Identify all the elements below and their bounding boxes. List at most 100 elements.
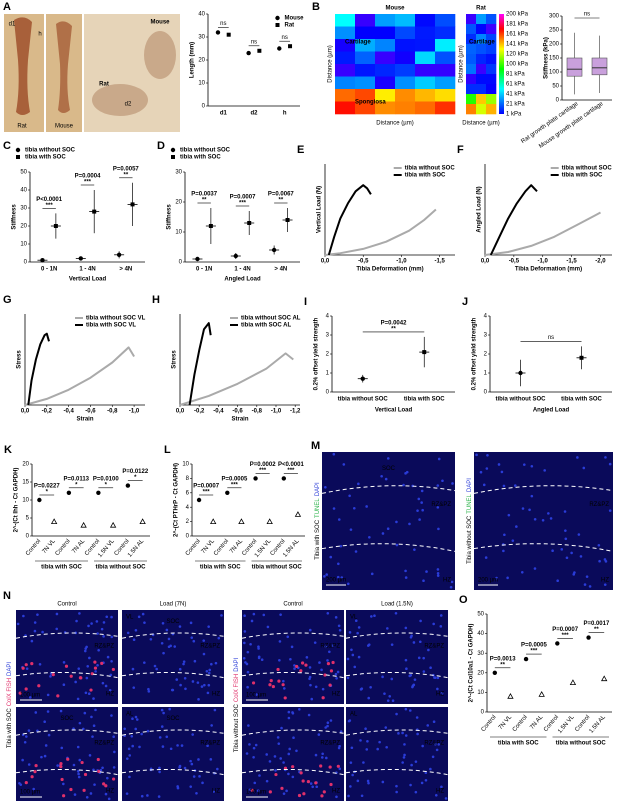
nucleus xyxy=(308,666,312,669)
nucleus xyxy=(486,453,489,457)
nucleus xyxy=(62,683,66,687)
nucleus xyxy=(210,662,213,666)
heatmap-cell xyxy=(435,89,456,102)
nucleus xyxy=(252,612,256,616)
nucleus xyxy=(55,627,59,631)
heatmap-cell xyxy=(355,64,376,77)
panel-label: C xyxy=(3,140,11,152)
zone-boundary xyxy=(15,671,119,679)
nucleus xyxy=(74,680,77,684)
nucleus xyxy=(178,667,182,671)
heatmap-cell xyxy=(476,34,487,45)
nucleus xyxy=(427,648,430,652)
heatmap-cell xyxy=(466,74,477,85)
heatmap-cell xyxy=(466,94,477,105)
nucleus xyxy=(94,708,97,712)
nucleus xyxy=(314,685,318,689)
heatmap-cell xyxy=(476,104,487,115)
nucleus xyxy=(184,687,187,691)
x-tick-label: -0,4 xyxy=(63,409,74,415)
colx-signal xyxy=(321,696,325,700)
nucleus xyxy=(440,785,443,789)
nucleus xyxy=(426,724,430,727)
heatmap-cell xyxy=(415,26,436,40)
y-tick-label: 0 xyxy=(202,104,206,110)
nucleus xyxy=(346,582,350,586)
heatmap-cell xyxy=(335,51,356,65)
heatmap-cell xyxy=(415,76,436,90)
data-line xyxy=(324,208,437,256)
nucleus xyxy=(420,501,423,504)
colx-signal xyxy=(64,664,69,668)
nucleus xyxy=(178,764,182,768)
nucleus xyxy=(100,627,104,631)
nucleus xyxy=(43,754,47,758)
side-label: Tibia without SOCColX FISH DAPI xyxy=(234,657,240,752)
zone-boundary xyxy=(121,729,225,736)
zone-label: HZ xyxy=(106,789,114,795)
column-header: Load (7N) xyxy=(160,602,187,608)
nucleus xyxy=(367,696,371,700)
nucleus xyxy=(395,784,398,788)
nucleus xyxy=(72,727,75,730)
heatmap-cell xyxy=(466,14,477,25)
nucleus xyxy=(110,714,113,717)
data-point xyxy=(492,670,498,675)
heatmap-cell xyxy=(355,14,376,27)
photo-label: Rat xyxy=(17,124,27,130)
nucleus xyxy=(102,635,105,638)
colx-signal xyxy=(69,674,73,678)
nucleus xyxy=(248,788,252,792)
colorbar-label: 61 kPa xyxy=(506,82,525,88)
x-tick-label: Control xyxy=(481,714,498,733)
nucleus xyxy=(556,579,559,583)
nucleus xyxy=(390,677,394,681)
nucleus xyxy=(27,763,31,766)
y-tick-label: 2 xyxy=(186,519,190,525)
nucleus xyxy=(421,508,424,512)
nucleus xyxy=(254,743,258,747)
colx-signal xyxy=(96,757,100,762)
colx-signal xyxy=(314,781,318,785)
nucleus xyxy=(409,783,412,787)
nucleus xyxy=(541,519,545,522)
nucleus xyxy=(412,641,416,644)
side-label-part: TUNEL xyxy=(315,498,321,518)
nucleus xyxy=(434,794,438,797)
colx-signal xyxy=(336,764,340,768)
photo-label: d2 xyxy=(125,102,132,108)
x-tick-label: 0,0 xyxy=(21,409,30,415)
y-tick-label: 2 xyxy=(326,352,330,358)
colx-signal xyxy=(104,784,108,788)
x-axis-label: Angled Load xyxy=(224,277,261,283)
bone xyxy=(14,17,32,115)
data-point xyxy=(246,50,251,56)
nucleus xyxy=(533,567,537,570)
nucleus xyxy=(577,533,581,536)
nucleus xyxy=(243,614,246,618)
nucleus xyxy=(437,457,441,461)
nucleus xyxy=(515,525,518,528)
nucleus xyxy=(192,775,196,778)
heatmap-cell xyxy=(395,39,416,52)
nucleus xyxy=(88,754,92,757)
significance-stars: * xyxy=(105,482,108,488)
y-tick-label: 100 xyxy=(549,70,560,76)
fish-image xyxy=(16,707,118,801)
heatmap-cell xyxy=(435,39,456,52)
nucleus xyxy=(206,691,210,695)
nucleus xyxy=(280,726,283,730)
heatmap-cell xyxy=(476,24,487,35)
x-tick-label: Control xyxy=(25,538,42,557)
nucleus xyxy=(131,744,135,748)
nucleus xyxy=(22,614,25,618)
nucleus xyxy=(77,772,80,776)
nucleus xyxy=(482,483,486,487)
data-point xyxy=(53,224,58,228)
heatmap-cell xyxy=(375,26,396,40)
colx-signal xyxy=(295,664,299,669)
data-point xyxy=(130,202,135,207)
y-axis-label: 2^-(Ct PTHrP - Ct GAPDH) xyxy=(174,463,180,537)
heatmap-cell xyxy=(355,26,376,40)
p-value: ns xyxy=(251,39,257,45)
